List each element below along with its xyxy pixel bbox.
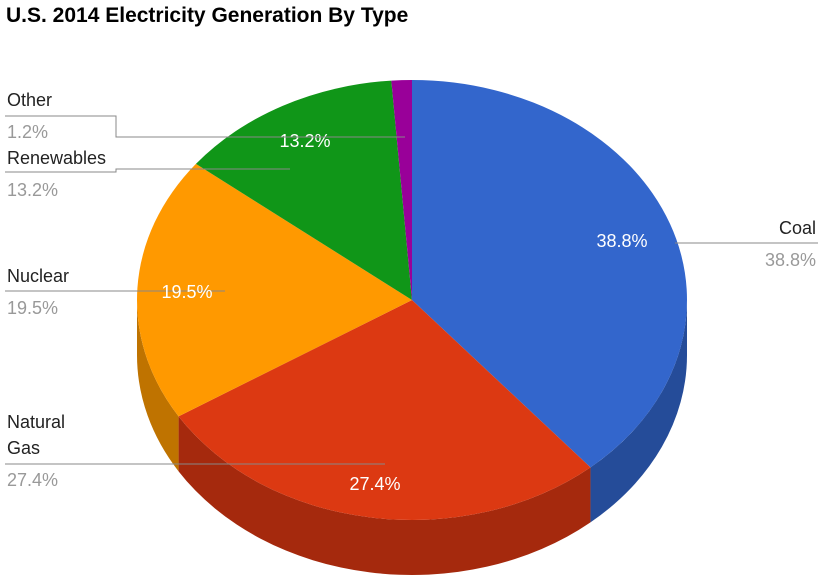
label-renewables: Renewables [7, 148, 106, 168]
slice-side-nuclear [137, 300, 179, 472]
label-natural-gas: Gas [7, 438, 40, 458]
label-value-nuclear: 19.5% [7, 298, 58, 318]
slice-side-natural-gas [178, 416, 591, 575]
slice-nuclear [136, 163, 412, 417]
label-natural-gas: Natural [7, 412, 65, 432]
label-value-coal: 38.8% [765, 250, 816, 270]
data-label-nuclear: 19.5% [161, 282, 212, 302]
slice-coal [412, 80, 687, 468]
data-label-renewables: 13.2% [279, 131, 330, 151]
label-value-renewables: 13.2% [7, 180, 58, 200]
label-nuclear: Nuclear [7, 266, 69, 286]
slice-side-coal [590, 300, 687, 523]
slice-other [391, 80, 412, 300]
slice-renewables [195, 80, 412, 300]
label-value-other: 1.2% [7, 122, 48, 142]
leader-line-renewables [5, 168, 290, 173]
data-label-coal: 38.8% [596, 231, 647, 251]
leader-line-other [5, 115, 405, 138]
data-label-natural-gas: 27.4% [349, 474, 400, 494]
label-other: Other [7, 90, 52, 110]
label-value-natural-gas: 27.4% [7, 470, 58, 490]
slice-natural-gas [178, 300, 591, 520]
label-coal: Coal [779, 218, 816, 238]
chart-title: U.S. 2014 Electricity Generation By Type [6, 4, 409, 27]
